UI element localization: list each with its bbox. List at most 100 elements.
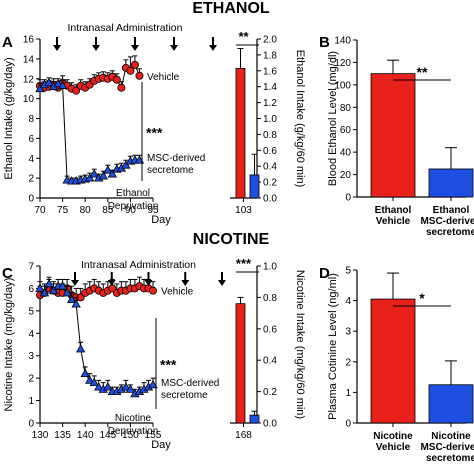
- inset-significance-label: **: [238, 29, 249, 44]
- data-point: [35, 283, 45, 292]
- data-point: [53, 78, 63, 88]
- y-tick-label: 2: [28, 174, 34, 185]
- arrow-head: [71, 280, 79, 286]
- inset-y-tick-label: 1.0: [263, 114, 277, 125]
- inset-y-tick-label: 0.6: [263, 146, 277, 157]
- legend-label-msc: secretome: [161, 390, 208, 401]
- data-point: [134, 155, 145, 164]
- legend-label-msc: MSC-derived: [161, 378, 219, 389]
- inset-y-tick-label: 1.6: [263, 66, 277, 77]
- y-tick-label: 4: [345, 296, 351, 307]
- data-point: [62, 287, 72, 297]
- data-point: [126, 66, 135, 75]
- x-tick-label: 135: [54, 430, 71, 441]
- y-tick-label: 4: [28, 154, 34, 165]
- y-tick-label: 12: [23, 74, 35, 85]
- data-point: [44, 278, 54, 288]
- data-point: [71, 299, 81, 308]
- y-tick-label: 0: [345, 419, 351, 430]
- y-tick-label: 0: [28, 194, 34, 205]
- y-tick-label: 2: [345, 357, 351, 368]
- category-label: Nicotine: [373, 431, 413, 442]
- data-point: [148, 379, 158, 389]
- inset-y-tick-label: 1.8: [263, 50, 277, 61]
- category-label: secretome: [426, 227, 474, 238]
- y-tick-label: 20: [340, 170, 352, 181]
- data-point: [148, 286, 157, 295]
- data-point: [48, 285, 59, 295]
- y-tick-label: 6: [28, 134, 34, 145]
- x-axis-title: Day: [151, 439, 171, 451]
- y-tick-label: 1: [28, 396, 34, 407]
- inset-bar: [235, 303, 246, 424]
- x-tick-label: 95: [147, 205, 159, 216]
- significance-label: **: [417, 64, 428, 80]
- data-point: [57, 80, 68, 90]
- y-tick-label: 120: [334, 58, 351, 69]
- x-axis-title: Day: [151, 214, 171, 226]
- inset-y-tick-label: 0.2: [263, 387, 277, 398]
- category-label: Ethanol: [433, 205, 470, 216]
- annotation-label: Intranasal Administration: [81, 259, 196, 271]
- data-point: [135, 71, 144, 80]
- data-point: [66, 294, 77, 304]
- data-point: [103, 382, 113, 391]
- arrow-head: [209, 45, 217, 51]
- data-point: [94, 382, 104, 391]
- header-ethanol: ETHANOL: [192, 0, 270, 17]
- data-point: [117, 83, 126, 92]
- inset-bar: [235, 68, 246, 199]
- bar: [428, 384, 474, 424]
- legend-label-vehicle: Vehicle: [147, 72, 180, 83]
- y-tick-label: 10: [23, 94, 35, 105]
- significance-label: *: [419, 290, 425, 306]
- x-tick-label: 90: [125, 205, 137, 216]
- data-point: [76, 343, 86, 353]
- inset-y-tick-label: 1.2: [263, 98, 277, 109]
- x-tick-label: 130: [32, 430, 49, 441]
- category-label: Vehicle: [376, 442, 411, 453]
- x-tick-label: 80: [80, 205, 92, 216]
- y-tick-label: 100: [334, 80, 351, 91]
- bar: [370, 73, 416, 198]
- y-tick-label: 0: [28, 419, 34, 430]
- arrow-head: [92, 45, 100, 51]
- inset-y-axis-title: Ethanol Intake (g/kg/60 min): [294, 50, 306, 188]
- arrow-head: [181, 280, 190, 286]
- panel-label-c: C: [2, 265, 13, 282]
- y-tick-label: 3: [345, 327, 351, 338]
- deprivation-label: Ethanol: [116, 188, 150, 199]
- inset-y-tick-label: 0.8: [263, 130, 277, 141]
- data-point: [103, 165, 113, 174]
- inset-bar: [249, 414, 260, 424]
- data-point: [125, 384, 136, 393]
- y-tick-label: 7: [28, 262, 34, 273]
- y-tick-label: 8: [28, 114, 34, 125]
- category-label: MSC-derived: [420, 216, 474, 227]
- y-tick-label: 60: [340, 125, 352, 136]
- data-point: [98, 171, 108, 180]
- legend-label-msc: MSC-derived: [147, 153, 205, 164]
- x-tick-label: 70: [34, 205, 46, 216]
- inset-y-tick-label: 0.8: [263, 293, 277, 304]
- y-tick-label: 140: [334, 36, 351, 47]
- y-tick-label: 4: [28, 329, 34, 340]
- legend-label-msc: secretome: [147, 165, 194, 176]
- inset-bar: [249, 174, 260, 199]
- inset-y-tick-label: 1.4: [263, 82, 277, 93]
- inset-y-tick-label: 0.0: [263, 194, 277, 205]
- data-point: [112, 75, 121, 84]
- arrow-head: [218, 280, 226, 286]
- category-label: MSC-derived: [420, 442, 474, 453]
- y-axis-title: Nicotine Intake (mg/kg/day): [3, 278, 15, 412]
- category-label: Ethanol: [375, 205, 412, 216]
- data-point: [89, 377, 99, 387]
- data-point: [39, 287, 50, 297]
- data-point: [80, 368, 90, 378]
- data-point: [130, 60, 139, 69]
- y-tick-label: 2: [28, 374, 34, 385]
- legend-label-vehicle: Vehicle: [161, 287, 194, 298]
- arrow-head: [170, 45, 178, 51]
- y-tick-label: 0: [345, 193, 351, 204]
